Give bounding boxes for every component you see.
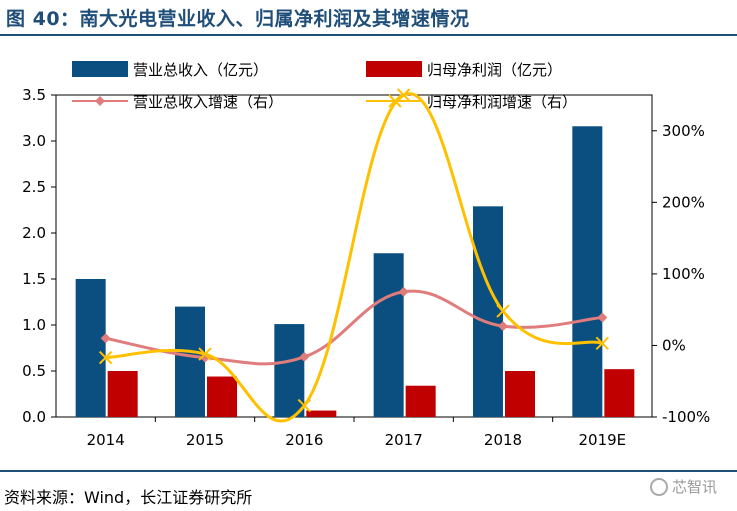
legend: 营业总收入（亿元） 归母净利润（亿元） 营业总收入增速（右） 归母净利润增速（右… — [72, 61, 577, 111]
point-revenue-growth-2019E — [597, 312, 608, 323]
point-revenue-growth-2017 — [398, 286, 409, 297]
line-revenue-growth — [105, 289, 603, 366]
right-axis-tick-label: -100% — [662, 408, 710, 426]
point-profit-growth-2018 — [496, 304, 510, 318]
left-axis-tick-label: 1.0 — [22, 316, 46, 334]
point-profit-growth-2015 — [198, 347, 212, 361]
legend-label-profit: 归母净利润（亿元） — [427, 61, 562, 79]
bar-profit-2014 — [107, 371, 138, 417]
bar-profit-2016 — [306, 410, 337, 417]
bar-revenue-2015 — [175, 306, 205, 417]
right-axis-tick-label: 0% — [662, 336, 686, 354]
point-revenue-growth-2016 — [299, 351, 310, 362]
legend-swatch-revenue — [72, 61, 128, 77]
x-axis-tick-label: 2014 — [87, 431, 125, 449]
right-axis-tick-label: 200% — [662, 193, 705, 211]
chart-title: 图 40：南大光电营业收入、归属净利润及其增速情况 — [6, 8, 470, 30]
wechat-icon — [649, 477, 668, 496]
bar-revenue-2014 — [75, 279, 106, 417]
bar-profit-2019E — [604, 369, 635, 417]
point-profit-growth-2019E — [595, 336, 610, 351]
point-revenue-growth-2018 — [498, 321, 508, 332]
source-note: 资料来源：Wind，长江证券研究所 — [4, 488, 253, 507]
left-axis-tick-label: 2.5 — [22, 178, 46, 196]
legend-label-profit-growth: 归母净利润增速（右） — [427, 93, 577, 111]
footer-rule — [0, 470, 737, 472]
point-revenue-growth-2014 — [100, 333, 111, 344]
plot-frame — [55, 94, 653, 418]
bar-profit-2018 — [505, 371, 535, 417]
left-axis-tick-label: 3.5 — [22, 86, 46, 104]
left-axis-tick-label: 3.0 — [22, 132, 46, 150]
point-profit-growth-2014 — [98, 350, 113, 365]
bar-revenue-2016 — [274, 324, 305, 417]
x-axis-tick-label: 2017 — [385, 431, 423, 449]
bar-revenue-2017 — [373, 253, 404, 417]
left-axis-tick-label: 1.5 — [22, 270, 46, 288]
bar-revenue-2018 — [473, 206, 503, 417]
watermark-text: 芯智讯 — [671, 478, 717, 496]
title-rule — [0, 34, 737, 36]
x-axis-tick-label: 2018 — [484, 431, 522, 449]
left-axis-tick-label: 0.5 — [22, 362, 46, 380]
x-axis-tick-label: 2015 — [186, 431, 224, 449]
legend-swatch-profit — [366, 61, 422, 77]
x-axis-tick-label: 2016 — [285, 431, 323, 449]
point-profit-growth-2016 — [297, 398, 312, 413]
x-axis-tick-label: 2019E — [579, 431, 627, 449]
legend-label-revenue-growth: 营业总收入增速（右） — [133, 93, 283, 111]
bar-profit-2017 — [405, 385, 436, 417]
legend-marker-revenue-growth — [95, 96, 105, 106]
legend-label-revenue: 营业总收入（亿元） — [133, 61, 268, 79]
watermark: 芯智讯 — [649, 476, 717, 497]
right-axis-tick-label: 300% — [662, 122, 705, 140]
bar-profit-2015 — [207, 376, 237, 417]
bar-revenue-2019E — [572, 126, 603, 417]
chart-canvas: 营业总收入（亿元） 归母净利润（亿元） 营业总收入增速（右） 归母净利润增速（右… — [22, 61, 710, 449]
left-axis-tick-label: 2.0 — [22, 224, 46, 242]
point-profit-growth-2017 — [396, 88, 411, 102]
right-axis-tick-label: 100% — [662, 265, 705, 283]
left-axis-tick-label: 0.0 — [22, 408, 46, 426]
